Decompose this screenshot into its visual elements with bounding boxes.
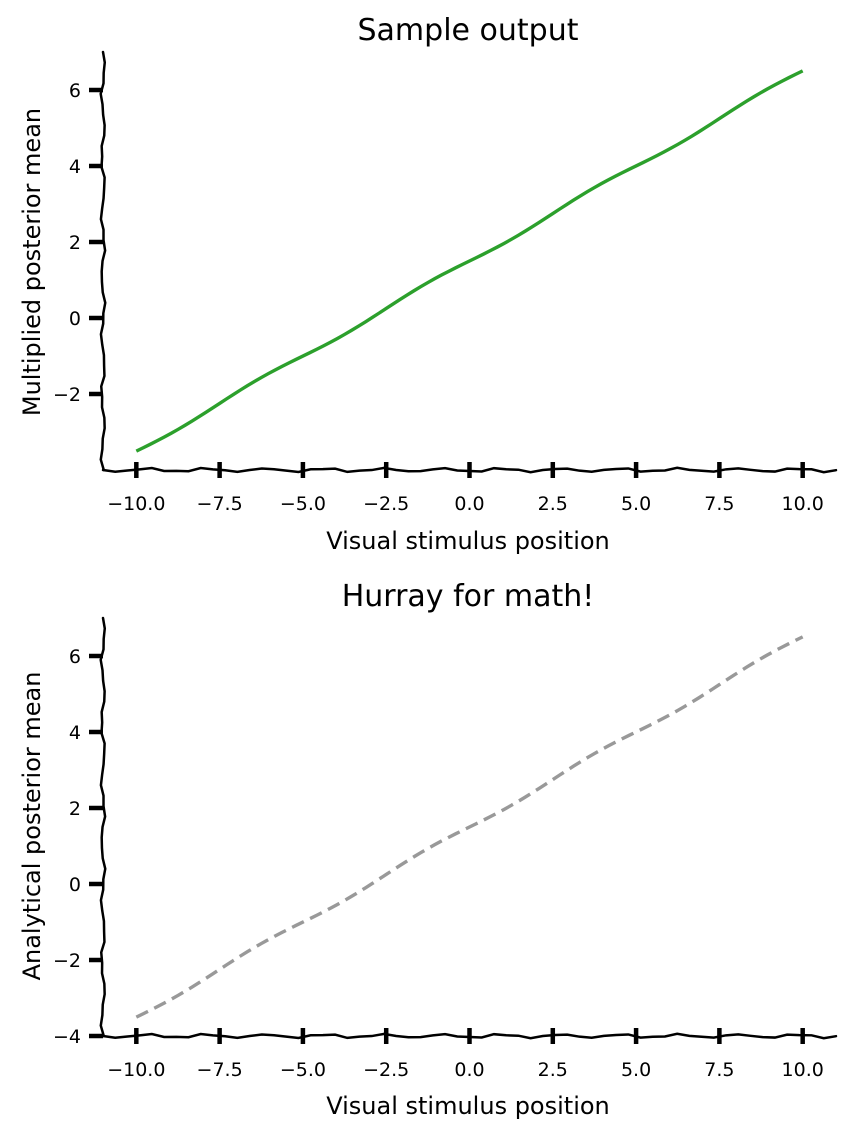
x-tick-label: 0.0 [454, 493, 484, 515]
y-axis-spine [99, 50, 107, 472]
x-tick-label: 7.5 [704, 493, 734, 515]
x-tick-label: 7.5 [704, 1059, 734, 1081]
x-tick-label: −7.5 [197, 493, 243, 515]
chart-title: Sample output [358, 13, 579, 48]
y-axis-spine [99, 616, 107, 1038]
y-axis-label: Multiplied posterior mean [18, 108, 46, 416]
x-tick-label: 5.0 [621, 1059, 651, 1081]
x-tick-label: 0.0 [454, 1059, 484, 1081]
y-tick-label: 0 [69, 308, 81, 330]
y-tick-label: 4 [69, 722, 81, 744]
x-tick-label: 10.0 [782, 493, 824, 515]
series-line [135, 69, 804, 453]
y-tick-label: 4 [69, 156, 81, 178]
y-tick-label: 0 [69, 874, 81, 896]
x-axis-label: Visual stimulus position [326, 527, 610, 555]
y-tick-label: −2 [53, 384, 81, 406]
x-tick-label: −5.0 [280, 493, 326, 515]
y-tick-label: 6 [69, 80, 81, 102]
x-tick-label: 2.5 [538, 493, 568, 515]
chart-panel-sample-output: Sample output Visual stimulus position M… [18, 13, 838, 555]
x-tick-label: −5.0 [280, 1059, 326, 1081]
y-axis-label: Analytical posterior mean [18, 672, 46, 981]
y-tick-label: 6 [69, 646, 81, 668]
x-tick-label: −10.0 [107, 1059, 165, 1081]
x-tick-label: 2.5 [538, 1059, 568, 1081]
y-tick-label: −4 [53, 1026, 81, 1048]
x-tick-label: −7.5 [197, 1059, 243, 1081]
x-tick-label: −2.5 [363, 493, 409, 515]
x-tick-label: 5.0 [621, 493, 651, 515]
y-tick-label: −2 [53, 950, 81, 972]
chart-panel-hurray-for-math: Hurray for math! Visual stimulus positio… [18, 579, 838, 1120]
x-tick-label: −2.5 [363, 1059, 409, 1081]
chart-title: Hurray for math! [342, 579, 595, 614]
series-line [135, 635, 804, 1019]
x-tick-label: −10.0 [107, 493, 165, 515]
x-axis-label: Visual stimulus position [326, 1092, 610, 1120]
y-tick-label: 2 [69, 232, 81, 254]
y-tick-label: 2 [69, 798, 81, 820]
x-tick-label: 10.0 [782, 1059, 824, 1081]
